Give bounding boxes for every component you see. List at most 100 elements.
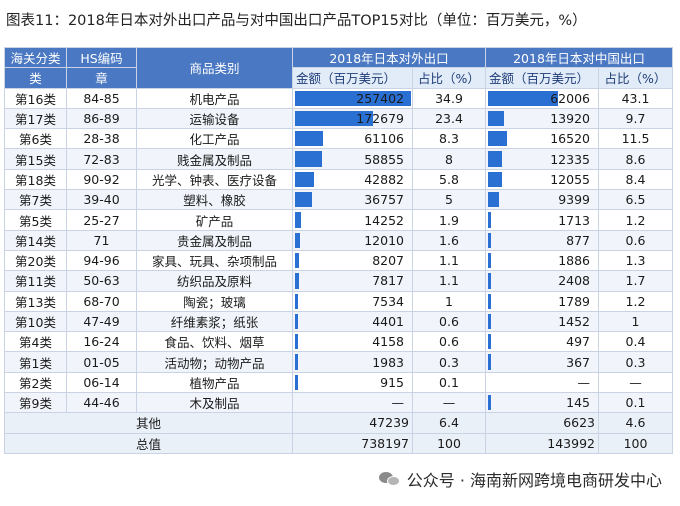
table-row: 第5类 25-27 矿产品 14252 1.9 1713 1.2 — [4, 209, 673, 231]
table-row: 第2类 06-14 植物产品 915 0.1 — — — [4, 371, 673, 394]
china-share-cell: 1.3 — [598, 249, 673, 272]
header-world-export: 2018年日本对外出口 — [292, 46, 486, 69]
table-row: 第15类 72-83 贱金属及制品 58855 8 12335 8.6 — [4, 148, 673, 170]
table-row: 第17类 86-89 运输设备 172679 23.4 13920 9.7 — [4, 107, 673, 130]
category-cell: 化工产品 — [136, 128, 293, 150]
world-amount-cell: 14252 — [292, 209, 413, 231]
china-share-cell: 8.6 — [598, 148, 673, 170]
world-amount-cell: 58855 — [292, 148, 413, 170]
chart-title: 图表11：2018年日本对外出口产品与对中国出口产品TOP15对比（单位：百万美… — [6, 13, 587, 29]
customs-class-cell: 第5类 — [4, 209, 67, 231]
value-bar — [488, 171, 502, 188]
amount-value: 172679 — [356, 111, 404, 127]
world-amount-cell: 172679 — [292, 107, 413, 130]
world-share-cell: 5.8 — [412, 168, 486, 191]
china-amount-cell: 13920 — [485, 107, 599, 130]
world-share-cell: — — [412, 392, 486, 414]
amount-value: 145 — [566, 395, 590, 411]
amount-value: 877 — [566, 232, 590, 248]
others-china-share: 4.6 — [598, 412, 673, 434]
value-bar — [295, 131, 323, 147]
china-amount-cell: 1713 — [485, 209, 599, 231]
total-china-amount: 143992 — [485, 432, 599, 454]
world-share-cell: 1.6 — [412, 229, 486, 251]
value-bar — [488, 293, 491, 309]
category-cell: 机电产品 — [136, 87, 293, 109]
total-label: 总值 — [4, 432, 293, 454]
value-bar — [295, 313, 298, 330]
china-amount-cell: 145 — [485, 392, 599, 414]
export-table: 海关分类 HS编码 商品类别 2018年日本对外出口 2018年日本对中国出口 … — [4, 46, 673, 454]
china-share-cell: — — [598, 371, 673, 394]
hs-code-cell: 39-40 — [66, 189, 137, 211]
table-row: 第6类 28-38 化工产品 61106 8.3 16520 11.5 — [4, 128, 673, 150]
amount-value: 61106 — [364, 131, 404, 147]
table-row: 第9类 44-46 木及制品 — — 145 0.1 — [4, 392, 673, 414]
category-cell: 矿产品 — [136, 209, 293, 231]
china-amount-cell: — — [485, 371, 599, 394]
china-share-cell: 1 — [598, 310, 673, 333]
world-amount-cell: 1983 — [292, 351, 413, 373]
world-share-cell: 23.4 — [412, 107, 486, 130]
wechat-icon — [378, 470, 401, 488]
world-amount-cell: 4401 — [292, 310, 413, 333]
world-share-cell: 1.1 — [412, 270, 486, 292]
category-cell: 家具、玩具、杂项制品 — [136, 249, 293, 272]
category-cell: 塑料、橡胶 — [136, 189, 293, 211]
table-row: 第11类 50-63 纺织品及原料 7817 1.1 2408 1.7 — [4, 270, 673, 292]
customs-class-cell: 第11类 — [4, 270, 67, 292]
value-bar — [295, 273, 299, 289]
hs-code-cell: 50-63 — [66, 270, 137, 292]
amount-value: 2408 — [558, 273, 590, 289]
amount-value: 36757 — [364, 192, 404, 208]
header-hs-code: HS编码 — [66, 46, 137, 69]
total-china-share: 100 — [598, 432, 673, 454]
china-share-cell: 1.2 — [598, 290, 673, 312]
table-row: 第4类 16-24 食品、饮料、烟草 4158 0.6 497 0.4 — [4, 331, 673, 353]
amount-value: 62006 — [550, 90, 590, 106]
header-customs-class: 海关分类 — [4, 46, 67, 69]
world-share-cell: 0.1 — [412, 371, 486, 394]
value-bar — [295, 110, 373, 127]
header-category: 商品类别 — [136, 47, 293, 89]
hs-code-cell: 94-96 — [66, 249, 137, 272]
value-bar — [295, 334, 298, 350]
customs-class-cell: 第9类 — [4, 392, 67, 414]
customs-class-cell: 第16类 — [4, 87, 67, 109]
china-amount-cell: 2408 — [485, 270, 599, 292]
amount-value: 12335 — [550, 151, 590, 167]
amount-value: — — [577, 374, 591, 390]
value-bar — [488, 313, 491, 330]
amount-value: 12055 — [550, 171, 590, 187]
category-cell: 运输设备 — [136, 107, 293, 130]
china-share-cell: 0.4 — [598, 331, 673, 353]
china-amount-cell: 367 — [485, 351, 599, 373]
amount-value: 14252 — [364, 212, 404, 228]
others-row: 其他 47239 6.4 6623 4.6 — [4, 412, 673, 434]
table-row: 第10类 47-49 纤维素浆；纸张 4401 0.6 1452 1 — [4, 310, 673, 333]
category-cell: 活动物；动物产品 — [136, 351, 293, 373]
amount-value: 1452 — [558, 314, 590, 329]
customs-class-cell: 第20类 — [4, 249, 67, 272]
value-bar — [488, 334, 491, 350]
world-amount-cell: 42882 — [292, 168, 413, 191]
value-bar — [295, 232, 300, 248]
amount-value: 1789 — [558, 293, 590, 309]
value-bar — [488, 110, 504, 127]
customs-class-cell: 第6类 — [4, 128, 67, 150]
world-amount-cell: 4158 — [292, 331, 413, 353]
hs-code-cell: 01-05 — [66, 351, 137, 373]
amount-value: 915 — [380, 374, 404, 390]
header-class-sub: 类 — [4, 67, 67, 89]
world-share-cell: 8.3 — [412, 128, 486, 150]
china-share-cell: 1.7 — [598, 270, 673, 292]
value-bar — [295, 171, 314, 188]
table-row: 第7类 39-40 塑料、橡胶 36757 5 9399 6.5 — [4, 189, 673, 211]
china-share-cell: 43.1 — [598, 87, 673, 109]
header-chapter-sub: 章 — [66, 67, 137, 89]
china-share-cell: 9.7 — [598, 107, 673, 130]
hs-code-cell: 72-83 — [66, 148, 137, 170]
table-row: 第1类 01-05 活动物；动物产品 1983 0.3 367 0.3 — [4, 351, 673, 373]
amount-value: 9399 — [558, 192, 590, 208]
value-bar — [488, 232, 491, 248]
